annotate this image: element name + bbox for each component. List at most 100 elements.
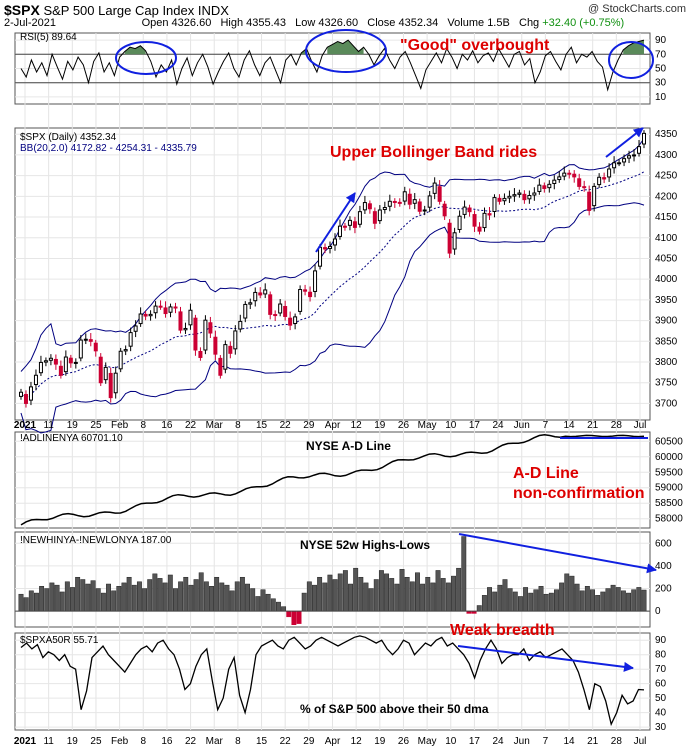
candle-body (168, 306, 173, 313)
candle-body (542, 185, 547, 189)
hl-bar (275, 601, 281, 612)
price-tick-label: 4050 (655, 253, 678, 264)
candle-body (83, 338, 88, 341)
rsi-tick-label: 70 (655, 49, 667, 60)
hl-bar (348, 583, 353, 612)
pct-title: % of S&P 500 above their 50 dma (300, 702, 489, 716)
pct-tick-label: 30 (655, 722, 667, 733)
close-value: 4352.34 (398, 17, 439, 29)
candle-body (263, 289, 268, 295)
candle-body (298, 289, 303, 312)
x-tick-label: 17 (469, 736, 481, 747)
hl-bar (384, 573, 390, 612)
price-tick-label: 4200 (655, 191, 678, 202)
x-tick-label: 14 (563, 420, 575, 431)
chart-title: $SPX S&P 500 Large Cap Index INDX (4, 2, 229, 18)
annotation-weak-breadth: Weak breadth (450, 622, 555, 639)
candle-body (173, 306, 178, 309)
ad-line (20, 434, 645, 526)
price-tick-label: 3800 (655, 357, 678, 368)
candle-body (28, 386, 33, 401)
hl-bar (95, 588, 101, 612)
candle-body (502, 197, 507, 202)
x-tick-label: Feb (111, 736, 129, 747)
pct-line (20, 635, 645, 727)
price-tick-label: 4300 (655, 150, 678, 161)
hl-bar (39, 586, 45, 612)
candle-body (552, 179, 557, 185)
hl-bar (281, 606, 287, 612)
annotation-good-overbought: "Good" overbought (400, 37, 550, 54)
hl-bar (332, 579, 338, 612)
candle-body (402, 191, 407, 202)
hl-bar (641, 589, 647, 612)
candle-body (477, 226, 482, 232)
hl-bar (451, 575, 456, 612)
candle-body (88, 339, 93, 342)
x-tick-label: 15 (256, 420, 268, 431)
bb-lower-band (20, 202, 645, 434)
candle-body (592, 185, 597, 207)
hl-bar (605, 588, 611, 612)
candle-body (417, 201, 422, 212)
candle-body (103, 366, 108, 381)
hl-bar (178, 581, 184, 612)
x-tick-label: 12 (351, 420, 363, 431)
hl-bar (219, 582, 225, 612)
candle-body (352, 221, 357, 228)
hl-bar (337, 573, 343, 612)
hl-bar (173, 588, 178, 612)
candle-body (123, 349, 128, 352)
pct-tick-label: 80 (655, 650, 667, 661)
x-tick-label: 8 (235, 420, 241, 431)
x-tick-label: 2021 (14, 420, 37, 431)
hl-legend: !NEWHINYA-!NEWLONYA 187.00 (20, 535, 172, 546)
rsi-line (20, 39, 645, 92)
x-tick-label: 22 (185, 736, 197, 747)
hl-bar (430, 582, 436, 612)
x-tick-label: Mar (206, 736, 224, 747)
price-legend: $SPX (Daily) 4352.34 (20, 132, 117, 143)
x-tick-label: 11 (43, 420, 54, 431)
hl-bar (147, 579, 153, 612)
candle-body (342, 225, 347, 228)
candle-body (622, 158, 627, 163)
candle-body (637, 146, 642, 154)
candle-body (422, 209, 427, 212)
annotation-upper-band: Upper Bollinger Band rides (330, 144, 537, 161)
hl-bar (239, 576, 245, 612)
x-tick-label: Jun (514, 420, 530, 431)
candle-body (143, 313, 148, 317)
hl-bar (492, 591, 498, 612)
hl-bar (368, 588, 374, 612)
x-tick-label: Jul (634, 736, 647, 747)
hl-bar (260, 589, 266, 612)
candle-body (213, 336, 218, 355)
hl-bar (399, 569, 405, 612)
hl-bar (512, 591, 518, 612)
hl-bar (116, 586, 122, 612)
hl-bar (420, 583, 426, 612)
x-tick-label: 24 (493, 736, 505, 747)
hl-bar (440, 578, 446, 612)
quote-bar: 2-Jul-2021 Open 4326.60 High 4355.43 Low… (4, 17, 625, 29)
rsi-overbought-fill (327, 40, 364, 55)
hl-bar (167, 574, 173, 612)
candle-body (397, 201, 402, 204)
x-tick-label: 28 (611, 736, 623, 747)
candle-body (577, 178, 582, 187)
candle-body (153, 305, 158, 314)
hl-bar (363, 582, 369, 612)
candle-body (208, 322, 213, 334)
candle-body (567, 172, 572, 175)
hl-bar (265, 593, 271, 612)
x-tick-label: Apr (325, 420, 341, 431)
hl-bar (75, 576, 81, 612)
hl-bar (70, 587, 75, 612)
hl-bar (28, 590, 34, 612)
x-tick-label: 28 (611, 420, 623, 431)
hl-bar (106, 583, 111, 612)
pct-tick-label: 70 (655, 664, 667, 675)
candle-body (33, 374, 38, 386)
candle-body (248, 302, 253, 305)
